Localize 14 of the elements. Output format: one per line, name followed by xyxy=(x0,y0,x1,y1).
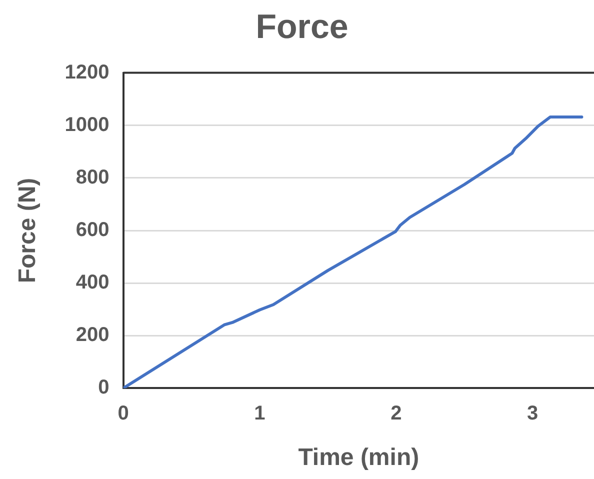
y-tick-label: 0 xyxy=(98,376,110,399)
y-tick-label: 200 xyxy=(76,324,110,346)
y-axis-title: Force (N) xyxy=(14,178,42,284)
y-tick-label: 400 xyxy=(76,272,110,294)
x-tick-label: 2 xyxy=(390,402,402,425)
x-tick-label: 1 xyxy=(254,402,266,425)
y-tick-label: 1000 xyxy=(64,114,110,136)
x-tick-label: 0 xyxy=(118,402,129,425)
x-axis-title: Time (min) xyxy=(298,444,420,472)
chart-title: Force xyxy=(256,8,348,46)
y-tick-label: 600 xyxy=(76,219,110,242)
x-tick-label: 3 xyxy=(527,402,538,425)
y-tick-label: 1200 xyxy=(64,61,110,84)
y-tick-label: 800 xyxy=(76,166,110,188)
